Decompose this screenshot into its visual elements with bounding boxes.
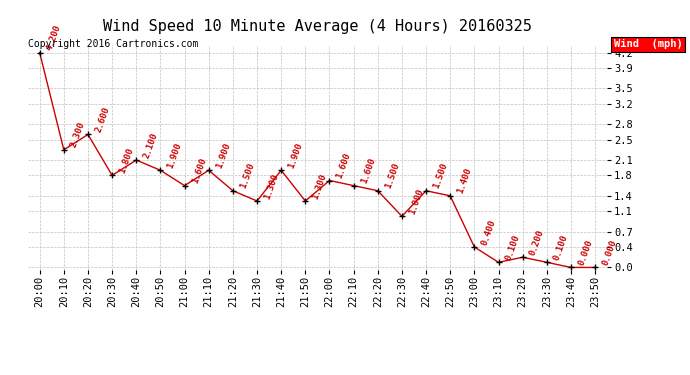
Text: 1.300: 1.300 <box>263 172 280 200</box>
Text: 1.600: 1.600 <box>359 156 377 185</box>
Text: 4.200: 4.200 <box>46 24 63 52</box>
Text: Copyright 2016 Cartronics.com: Copyright 2016 Cartronics.com <box>28 39 198 50</box>
Text: 1.800: 1.800 <box>118 146 135 175</box>
Text: 0.000: 0.000 <box>601 238 618 267</box>
Text: 1.900: 1.900 <box>166 141 184 170</box>
Text: 1.600: 1.600 <box>335 152 353 180</box>
Text: 1.400: 1.400 <box>456 167 473 195</box>
Text: 1.900: 1.900 <box>287 141 304 170</box>
Text: 0.200: 0.200 <box>529 228 546 256</box>
Text: 1.500: 1.500 <box>384 162 401 190</box>
Text: Wind  (mph): Wind (mph) <box>614 39 683 50</box>
Text: 0.000: 0.000 <box>577 238 594 267</box>
Text: 1.900: 1.900 <box>215 141 232 170</box>
Text: 0.100: 0.100 <box>504 233 522 261</box>
Text: 1.600: 1.600 <box>190 156 208 185</box>
Text: 0.100: 0.100 <box>553 233 570 261</box>
Text: 1.300: 1.300 <box>311 172 328 200</box>
Text: 0.400: 0.400 <box>480 218 497 246</box>
Text: 1.000: 1.000 <box>408 187 425 216</box>
Text: 2.600: 2.600 <box>94 105 111 134</box>
Text: 1.500: 1.500 <box>432 162 449 190</box>
Text: 2.100: 2.100 <box>142 131 159 159</box>
Text: Wind Speed 10 Minute Average (4 Hours) 20160325: Wind Speed 10 Minute Average (4 Hours) 2… <box>103 19 532 34</box>
Text: 2.300: 2.300 <box>70 121 87 149</box>
Text: 1.500: 1.500 <box>239 162 256 190</box>
